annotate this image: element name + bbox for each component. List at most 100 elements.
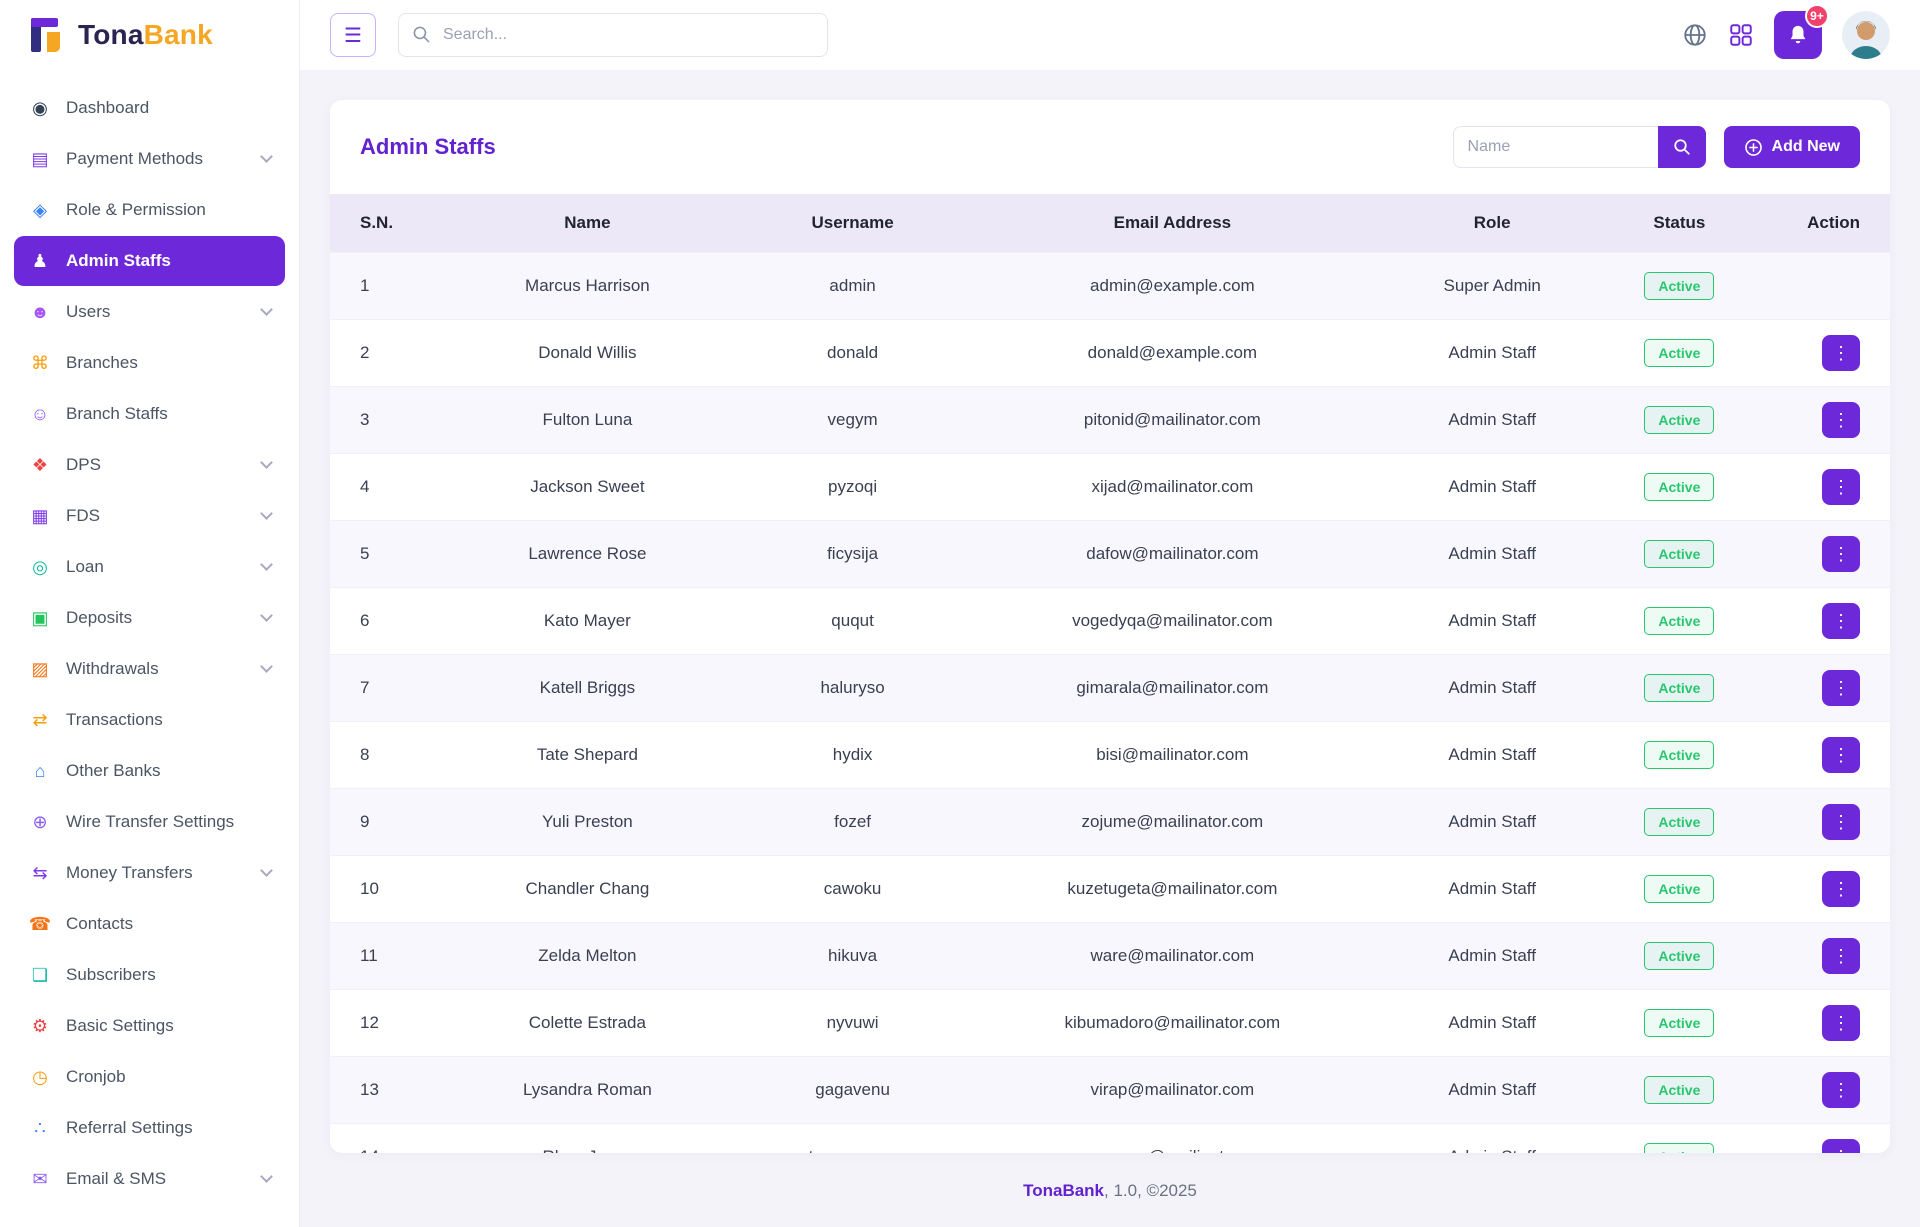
sidebar-item[interactable]: ☺ Branch Staffs: [14, 389, 285, 439]
status-badge: Active: [1644, 673, 1715, 703]
brand-logo[interactable]: TonaBank: [0, 0, 299, 70]
cell-username: gagavenu: [735, 1056, 970, 1124]
cell-action: ⋮: [1749, 386, 1890, 454]
status-badge: Active: [1644, 941, 1715, 971]
cell-role: Admin Staff: [1375, 721, 1610, 789]
sidebar-item[interactable]: ⇄ Transactions: [14, 695, 285, 745]
sidebar-item[interactable]: ⚙ Basic Settings: [14, 1001, 285, 1051]
email-sms-icon: ✉: [32, 1169, 48, 1189]
notifications-button[interactable]: 9+: [1774, 4, 1829, 59]
dashboard-icon: ◉: [32, 98, 48, 118]
row-actions-button[interactable]: ⋮: [1822, 804, 1860, 840]
status-badge: Active: [1644, 405, 1715, 435]
sidebar-item[interactable]: ∴ Referral Settings: [14, 1103, 285, 1153]
chevron-down-icon: [260, 609, 273, 622]
table-row: 4 Jackson Sweet pyzoqi xijad@mailinator.…: [330, 453, 1890, 521]
row-actions-button[interactable]: ⋮: [1822, 402, 1860, 438]
sidebar-item[interactable]: ▤ Payment Methods: [14, 134, 285, 184]
add-new-button[interactable]: Add New: [1723, 126, 1860, 168]
referral-settings-icon: ∴: [34, 1118, 46, 1138]
row-actions-button[interactable]: ⋮: [1822, 335, 1860, 371]
sidebar-item-label: Dashboard: [66, 98, 150, 117]
sidebar-toggle-button[interactable]: ☰: [330, 13, 376, 57]
ellipsis-vertical-icon: ⋮: [1832, 410, 1850, 430]
sidebar-item[interactable]: ⌂ Other Banks: [14, 746, 285, 796]
grid-icon: [1730, 24, 1752, 46]
cell-action: ⋮: [1749, 252, 1890, 320]
cell-status: Active: [1609, 989, 1750, 1057]
status-badge: Active: [1644, 1008, 1715, 1038]
status-badge: Active: [1644, 740, 1715, 770]
footer-version: , 1.0, ©2025: [1104, 1181, 1197, 1200]
cell-sn: 2: [330, 319, 440, 387]
cell-role: Admin Staff: [1375, 654, 1610, 722]
cell-role: Admin Staff: [1375, 1123, 1610, 1153]
name-filter-input[interactable]: [1452, 126, 1658, 168]
status-badge: Active: [1644, 874, 1715, 904]
cell-username: vegym: [735, 386, 970, 454]
row-actions-button[interactable]: ⋮: [1822, 469, 1860, 505]
row-actions-button[interactable]: ⋮: [1822, 1005, 1860, 1041]
cell-status: Active: [1609, 386, 1750, 454]
row-actions-button[interactable]: ⋮: [1822, 536, 1860, 572]
apps-menu-button[interactable]: [1728, 22, 1754, 48]
sidebar-item[interactable]: ⊕ Wire Transfer Settings: [14, 797, 285, 847]
user-avatar[interactable]: [1842, 11, 1890, 59]
footer: TonaBank, 1.0, ©2025: [330, 1153, 1890, 1227]
sidebar-item-label: Role & Permission: [66, 200, 206, 219]
cell-role: Admin Staff: [1375, 989, 1610, 1057]
search-input[interactable]: [398, 13, 828, 57]
branch-staffs-icon: ☺: [30, 404, 50, 424]
sidebar-item[interactable]: ❖ DPS: [14, 440, 285, 490]
row-actions-button[interactable]: ⋮: [1822, 938, 1860, 974]
sidebar-item-label: Contacts: [66, 914, 134, 933]
ellipsis-vertical-icon: ⋮: [1832, 946, 1850, 966]
sidebar-item[interactable]: ▨ Withdrawals: [14, 644, 285, 694]
table-row: 3 Fulton Luna vegym pitonid@mailinator.c…: [330, 386, 1890, 454]
sidebar-item[interactable]: ☻ Users: [14, 287, 285, 337]
cell-name: Fulton Luna: [439, 386, 736, 454]
cell-name: Marcus Harrison: [439, 252, 736, 320]
row-actions-button[interactable]: ⋮: [1822, 670, 1860, 706]
row-actions-button[interactable]: ⋮: [1822, 1139, 1860, 1153]
cell-name: Colette Estrada: [439, 989, 736, 1057]
cell-name: Donald Willis: [439, 319, 736, 387]
ellipsis-vertical-icon: ⋮: [1832, 343, 1850, 363]
cell-sn: 14: [330, 1123, 440, 1153]
sidebar-item-label: Users: [66, 302, 111, 321]
row-actions-button[interactable]: ⋮: [1822, 737, 1860, 773]
cell-status: Active: [1609, 1123, 1750, 1153]
cell-email: xijad@mailinator.com: [969, 453, 1376, 521]
cell-status: Active: [1609, 721, 1750, 789]
row-actions-button[interactable]: ⋮: [1822, 871, 1860, 907]
row-actions-button[interactable]: ⋮: [1822, 603, 1860, 639]
sidebar-item[interactable]: ⌘ Branches: [14, 338, 285, 388]
table-row: 5 Lawrence Rose ficysija dafow@mailinato…: [330, 520, 1890, 588]
sidebar-item[interactable]: ◷ Cronjob: [14, 1052, 285, 1102]
sidebar-item[interactable]: ◈ Role & Permission: [14, 185, 285, 235]
sidebar-item[interactable]: ❏ Subscribers: [14, 950, 285, 1000]
cell-email: pitonid@mailinator.com: [969, 386, 1376, 454]
sidebar-item[interactable]: ▦ FDS: [14, 491, 285, 541]
filter-search-button[interactable]: [1657, 126, 1706, 168]
cell-action: ⋮: [1749, 587, 1890, 655]
sidebar-item[interactable]: ◉ Dashboard: [14, 83, 285, 133]
sidebar-item[interactable]: ☎ Contacts: [14, 899, 285, 949]
sidebar-item[interactable]: ⇆ Money Transfers: [14, 848, 285, 898]
sidebar-item[interactable]: ◎ Loan: [14, 542, 285, 592]
sidebar-item-label: FDS: [66, 506, 100, 525]
subscribers-icon: ❏: [31, 965, 49, 985]
sidebar-item-label: Branch Staffs: [66, 404, 168, 423]
sidebar-item[interactable]: ✉ Email & SMS: [14, 1154, 285, 1204]
cell-name: Lysandra Roman: [439, 1056, 736, 1124]
cell-email: vogedyqa@mailinator.com: [969, 587, 1376, 655]
cell-role: Admin Staff: [1375, 453, 1610, 521]
sidebar-item[interactable]: ♟ Admin Staffs: [14, 236, 285, 286]
ellipsis-vertical-icon: ⋮: [1832, 611, 1850, 631]
row-actions-button[interactable]: ⋮: [1822, 1072, 1860, 1108]
admin-staffs-table: S.N. Name Username Email Address Role St…: [330, 194, 1890, 1153]
language-button[interactable]: [1682, 22, 1708, 48]
sidebar-item[interactable]: ▣ Deposits: [14, 593, 285, 643]
card-header: Admin Staffs: [330, 100, 1890, 194]
